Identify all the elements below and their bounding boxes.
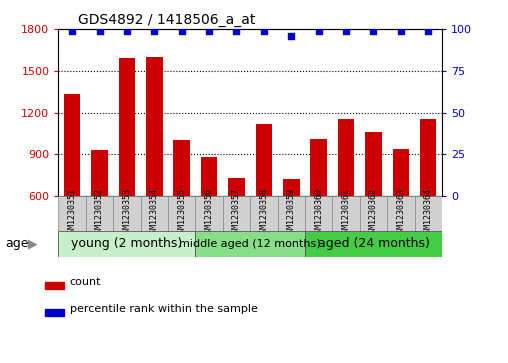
Text: GSM1230351: GSM1230351 <box>68 188 77 238</box>
Text: GSM1230362: GSM1230362 <box>369 188 378 238</box>
Text: GSM1230359: GSM1230359 <box>287 188 296 238</box>
Bar <box>256 124 272 280</box>
Bar <box>119 58 135 280</box>
Bar <box>228 178 245 280</box>
Point <box>178 28 186 34</box>
Text: GSM1230363: GSM1230363 <box>396 188 405 238</box>
Text: GSM1230355: GSM1230355 <box>177 188 186 238</box>
Text: age: age <box>5 237 28 250</box>
Text: count: count <box>70 277 101 287</box>
Text: middle aged (12 months): middle aged (12 months) <box>179 238 321 249</box>
Bar <box>338 119 354 280</box>
Point <box>68 28 76 34</box>
Bar <box>141 196 168 231</box>
Bar <box>58 231 196 257</box>
Point <box>205 28 213 34</box>
Bar <box>305 231 442 257</box>
Bar <box>113 196 141 231</box>
Bar <box>45 309 64 316</box>
Text: GDS4892 / 1418506_a_at: GDS4892 / 1418506_a_at <box>78 13 255 26</box>
Bar <box>393 149 409 280</box>
Point <box>260 28 268 34</box>
Text: GSM1230353: GSM1230353 <box>122 188 132 238</box>
Point <box>342 28 350 34</box>
Point <box>96 28 104 34</box>
Text: GSM1230358: GSM1230358 <box>260 188 268 238</box>
Bar <box>196 196 223 231</box>
Point <box>424 28 432 34</box>
Text: GSM1230360: GSM1230360 <box>314 188 323 238</box>
Bar <box>360 196 387 231</box>
Text: aged (24 months): aged (24 months) <box>318 237 429 250</box>
Bar <box>58 196 86 231</box>
Point <box>314 28 323 34</box>
Point <box>150 28 158 34</box>
Bar <box>250 196 277 231</box>
Text: ▶: ▶ <box>28 237 38 250</box>
Bar <box>173 140 190 280</box>
Bar <box>305 196 332 231</box>
Bar <box>146 57 163 280</box>
Text: GSM1230356: GSM1230356 <box>205 188 213 238</box>
Bar <box>365 132 382 280</box>
Text: GSM1230364: GSM1230364 <box>424 188 433 238</box>
Bar <box>196 231 305 257</box>
Bar <box>223 196 250 231</box>
Bar <box>415 196 442 231</box>
Point <box>369 28 377 34</box>
Bar <box>168 196 196 231</box>
Text: GSM1230354: GSM1230354 <box>150 188 159 238</box>
Bar <box>277 196 305 231</box>
Point <box>123 28 131 34</box>
Bar <box>45 282 64 289</box>
Bar <box>201 157 217 280</box>
Text: percentile rank within the sample: percentile rank within the sample <box>70 304 258 314</box>
Text: young (2 months): young (2 months) <box>71 237 182 250</box>
Point <box>287 33 295 38</box>
Bar <box>91 150 108 280</box>
Bar <box>420 119 436 280</box>
Bar <box>387 196 415 231</box>
Point <box>397 28 405 34</box>
Bar <box>86 196 113 231</box>
Text: GSM1230357: GSM1230357 <box>232 188 241 238</box>
Text: GSM1230352: GSM1230352 <box>95 188 104 238</box>
Bar <box>283 179 300 280</box>
Text: GSM1230361: GSM1230361 <box>341 188 351 238</box>
Point <box>233 28 241 34</box>
Bar <box>64 94 80 280</box>
Bar <box>332 196 360 231</box>
Bar <box>310 139 327 280</box>
